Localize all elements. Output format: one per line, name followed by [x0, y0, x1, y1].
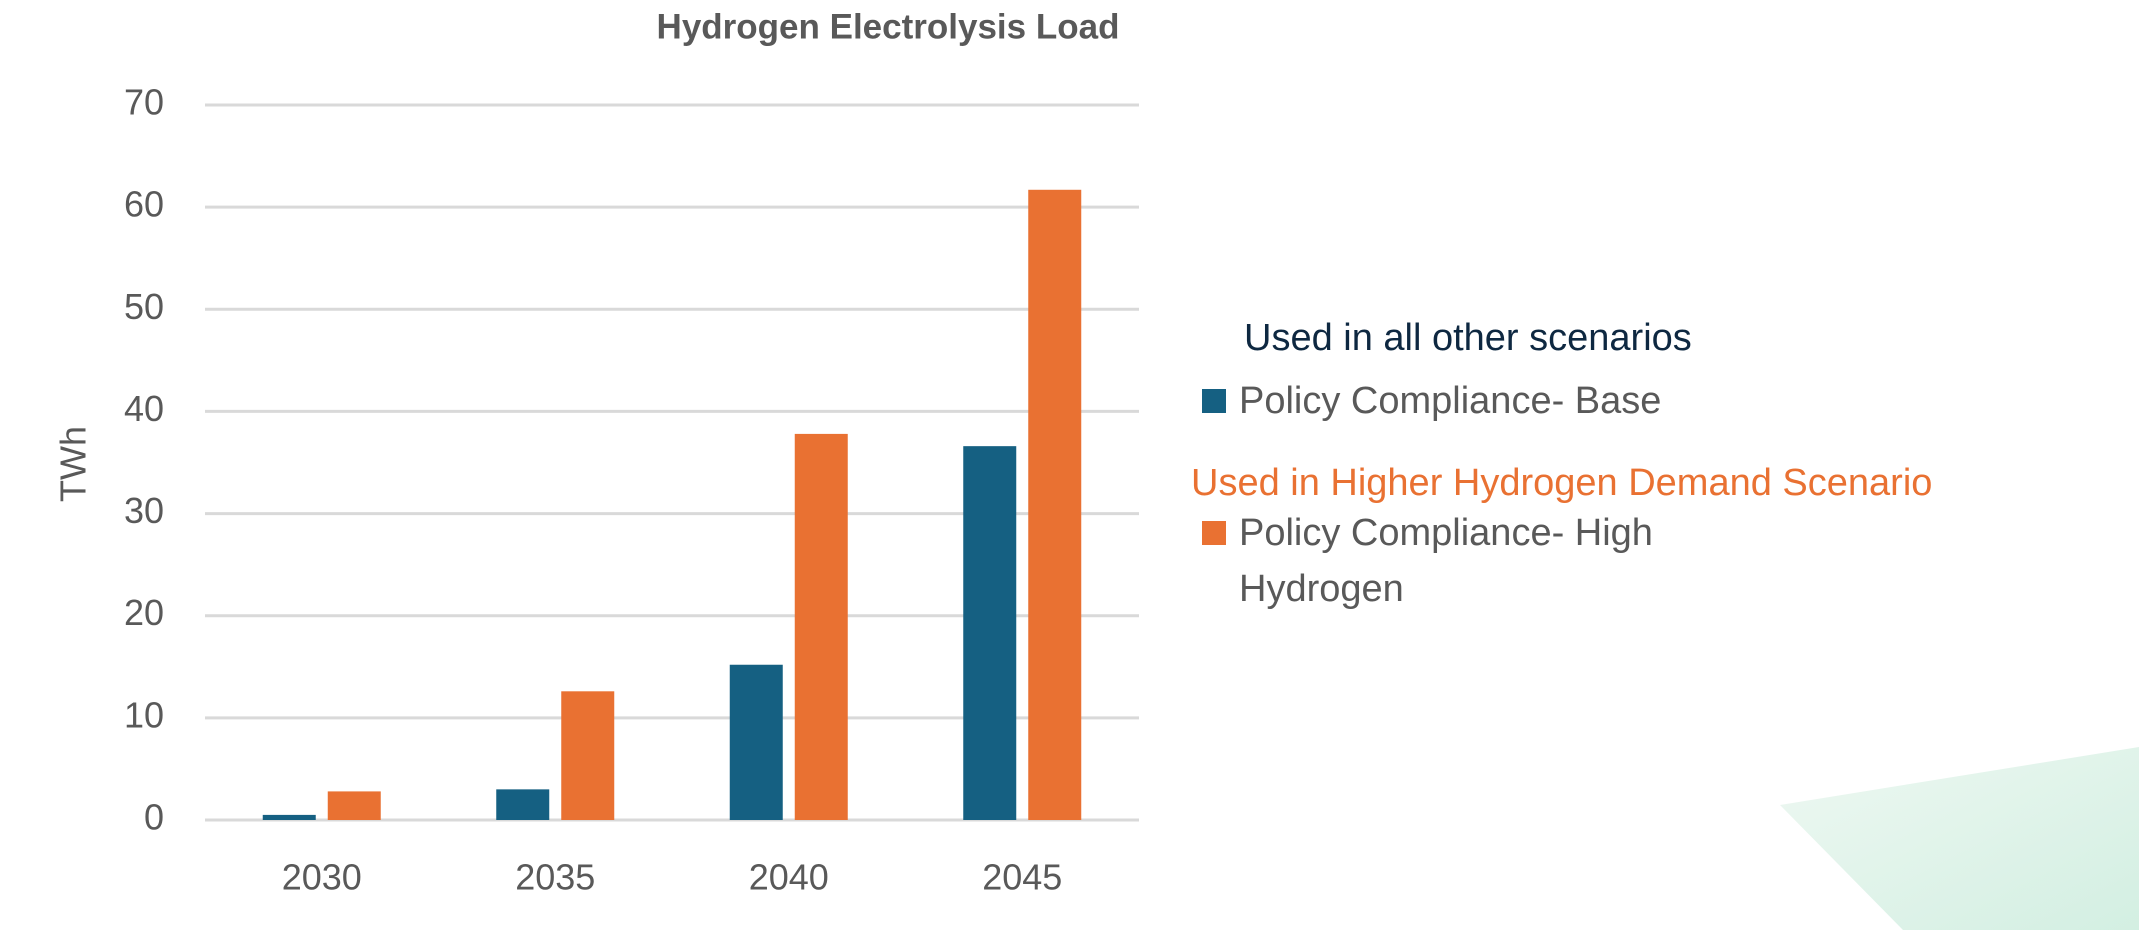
- x-tick-label: 2045: [982, 857, 1062, 898]
- legend-swatch: [1202, 389, 1226, 413]
- x-tick-label: 2030: [282, 857, 362, 898]
- legend-label: Policy Compliance- High Hydrogen: [1239, 512, 1653, 610]
- annotation: Used in all other scenarios: [1244, 317, 1692, 359]
- bar: [561, 691, 615, 820]
- annotation: Used in Higher Hydrogen Demand Scenario: [1191, 462, 1933, 504]
- bar: [963, 446, 1017, 820]
- y-tick-label: 10: [124, 694, 164, 735]
- decoration: [1780, 747, 2139, 930]
- y-tick-label: 40: [124, 388, 164, 429]
- bar: [327, 791, 381, 820]
- y-tick-label: 60: [124, 184, 164, 225]
- y-tick-label: 30: [124, 490, 164, 531]
- legend-swatch: [1202, 521, 1226, 545]
- y-tick-label: 20: [124, 592, 164, 633]
- bar: [794, 433, 848, 820]
- y-tick-label: 0: [144, 797, 164, 838]
- bar: [729, 664, 783, 820]
- legend-label: Policy Compliance- Base: [1239, 380, 1662, 422]
- y-axis-label: TWh: [53, 426, 94, 502]
- y-tick-label: 70: [124, 82, 164, 123]
- bar: [262, 814, 316, 820]
- chart-title: Hydrogen Electrolysis Load: [657, 7, 1120, 46]
- bar: [1028, 189, 1082, 820]
- x-tick-label: 2035: [515, 857, 595, 898]
- bar: [496, 789, 550, 820]
- y-tick-label: 50: [124, 286, 164, 327]
- x-tick-label: 2040: [749, 857, 829, 898]
